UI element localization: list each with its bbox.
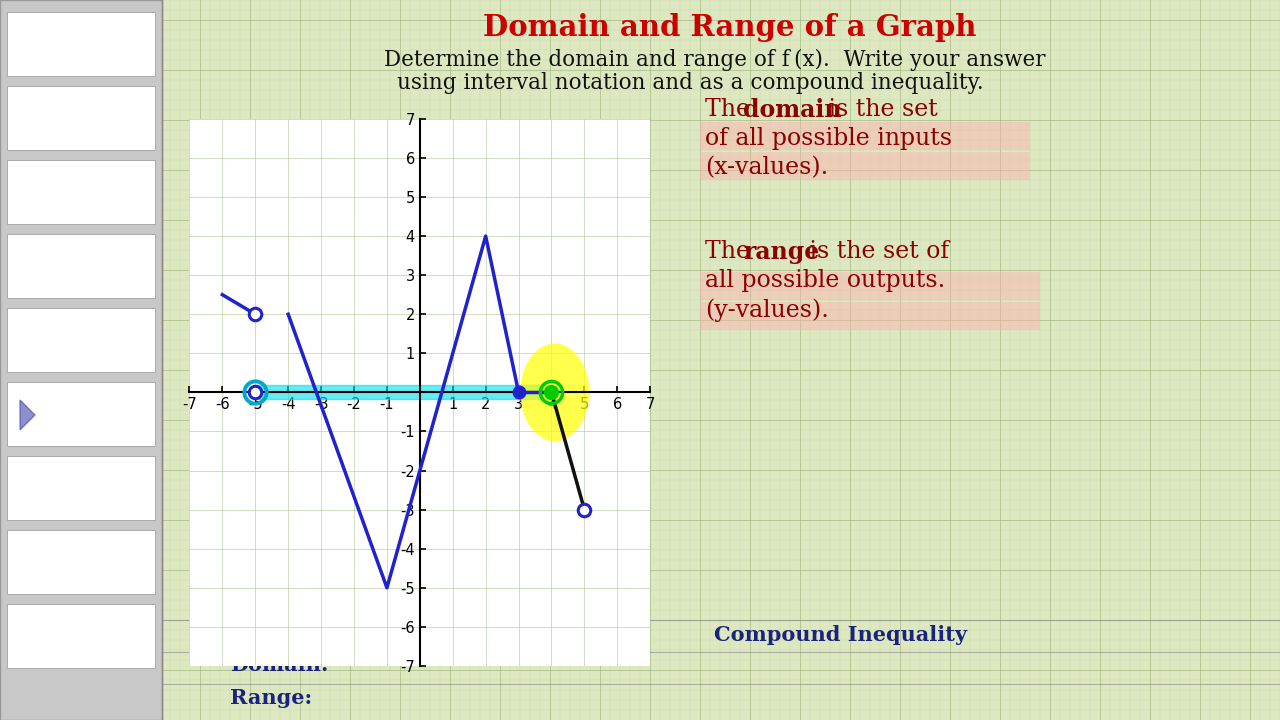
Bar	[6, 456, 155, 520]
Text: (y-values).: (y-values).	[705, 298, 829, 322]
Text: The: The	[705, 240, 758, 264]
Ellipse shape	[520, 343, 589, 441]
Text: Domain:: Domain:	[230, 655, 329, 675]
Text: Range:: Range:	[230, 688, 312, 708]
Bar	[6, 160, 155, 224]
Text: The: The	[705, 99, 758, 122]
Text: Compound Inequality: Compound Inequality	[713, 625, 966, 645]
Text: Domain and Range of a Graph: Domain and Range of a Graph	[484, 14, 977, 42]
Polygon shape	[20, 400, 35, 430]
Bar	[6, 86, 155, 150]
Text: range: range	[742, 240, 819, 264]
Bar	[700, 302, 1039, 330]
Bar	[700, 272, 1039, 300]
Text: (x-values).: (x-values).	[705, 156, 828, 179]
Bar	[6, 308, 155, 372]
Text: all possible outputs.: all possible outputs.	[705, 269, 945, 292]
Bar	[6, 382, 155, 446]
Bar	[700, 122, 1030, 150]
Bar	[6, 530, 155, 594]
Text: using interval notation and as a compound inequality.: using interval notation and as a compoun…	[397, 72, 983, 94]
Text: domain: domain	[742, 98, 841, 122]
Bar	[6, 234, 155, 298]
Bar	[0, 0, 163, 720]
Text: is the set of: is the set of	[803, 240, 950, 264]
Text: of all possible inputs: of all possible inputs	[705, 127, 952, 150]
Text: is the set: is the set	[820, 99, 938, 122]
Bar	[6, 12, 155, 76]
Text: Determine the domain and range of f (x).  Write your answer: Determine the domain and range of f (x).…	[384, 49, 1046, 71]
Bar	[700, 152, 1030, 180]
Text: Interval Notation: Interval Notation	[389, 625, 591, 645]
Bar	[6, 604, 155, 668]
